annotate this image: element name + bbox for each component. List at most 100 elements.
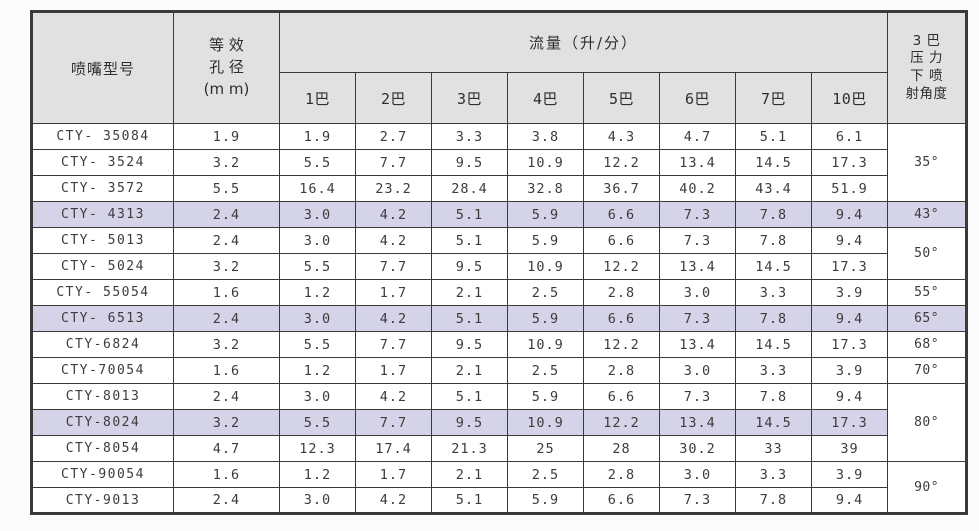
cell-flow-3巴: 2.1 xyxy=(431,279,508,306)
cell-flow-3巴: 9.5 xyxy=(431,149,508,176)
cell-aperture: 1.9 xyxy=(173,123,280,150)
cell-spray-angle: 35° xyxy=(887,123,968,202)
cell-flow-4巴: 10.9 xyxy=(507,149,584,176)
cell-flow-7巴: 14.5 xyxy=(735,253,812,280)
cell-flow-5巴: 6.6 xyxy=(583,227,660,254)
table-row: CTY- 3524 3.2 5.5 7.7 9.5 10.9 12.2 13.4 14.5 17.… xyxy=(31,149,967,176)
cell-flow-3巴: 5.1 xyxy=(431,227,508,254)
cell-flow-10巴: 9.4 xyxy=(810,201,889,228)
cell-flow-5巴: 36.7 xyxy=(583,175,660,202)
cell-flow-6巴: 3.0 xyxy=(659,357,736,384)
cell-flow-10巴: 39 xyxy=(810,435,889,462)
cell-aperture: 1.6 xyxy=(173,279,280,306)
cell-flow-3巴: 9.5 xyxy=(431,253,508,280)
cell-flow-5巴: 28 xyxy=(583,435,660,462)
cell-flow-1巴: 3.0 xyxy=(279,201,356,228)
cell-flow-5巴: 12.2 xyxy=(583,409,660,436)
table-row: CTY-8024 3.2 5.5 7.7 9.5 10.9 12.2 13.4 14.5 17.3 xyxy=(31,409,967,436)
cell-flow-1巴: 12.3 xyxy=(279,435,356,462)
cell-flow-10巴: 9.4 xyxy=(810,227,889,254)
cell-flow-10巴: 17.3 xyxy=(810,149,889,176)
cell-flow-4巴: 5.9 xyxy=(507,201,584,228)
cell-flow-2巴: 17.4 xyxy=(355,435,432,462)
cell-flow-6巴: 7.3 xyxy=(659,487,736,514)
cell-flow-6巴: 30.2 xyxy=(659,435,736,462)
cell-flow-7巴: 14.5 xyxy=(735,409,812,436)
cell-aperture: 5.5 xyxy=(173,175,280,202)
table-row: CTY-8013 2.4 3.0 4.2 5.1 5.9 6.6 7.3 7.8 9.4 80° xyxy=(31,383,968,462)
cell-flow-7巴: 5.1 xyxy=(735,123,812,150)
cell-flow-10巴: 6.1 xyxy=(810,123,889,150)
cell-flow-6巴: 13.4 xyxy=(659,331,736,358)
cell-model: CTY- 6513 xyxy=(31,305,174,332)
cell-model: CTY-8054 xyxy=(31,435,174,462)
table-row: CTY- 6513 2.4 3.0 4.2 5.1 5.9 6.6 7.3 7.8 9.4 65° xyxy=(31,305,968,332)
cell-flow-4巴: 5.9 xyxy=(507,305,584,332)
cell-flow-7巴: 14.5 xyxy=(735,331,812,358)
cell-flow-6巴: 3.0 xyxy=(659,279,736,306)
cell-flow-4巴: 3.8 xyxy=(507,123,584,150)
cell-flow-4巴: 32.8 xyxy=(507,175,584,202)
cell-flow-5巴: 2.8 xyxy=(583,357,660,384)
cell-aperture: 2.4 xyxy=(173,201,280,228)
cell-model: CTY-90054 xyxy=(31,461,174,488)
cell-model: CTY-70054 xyxy=(31,357,174,384)
cell-flow-5巴: 6.6 xyxy=(583,383,660,410)
cell-flow-10巴: 9.4 xyxy=(810,383,889,410)
cell-flow-7巴: 7.8 xyxy=(735,201,812,228)
cell-flow-3巴: 21.3 xyxy=(431,435,508,462)
cell-flow-7巴: 7.8 xyxy=(735,305,812,332)
cell-flow-4巴: 5.9 xyxy=(507,487,584,514)
table-row: CTY-6824 3.2 5.5 7.7 9.5 10.9 12.2 13.4 14.5 17.3… xyxy=(31,331,968,358)
cell-flow-10巴: 9.4 xyxy=(810,305,889,332)
cell-flow-6巴: 3.0 xyxy=(659,461,736,488)
cell-flow-4巴: 2.5 xyxy=(507,357,584,384)
header-nozzle-model: 喷嘴型号 xyxy=(31,11,174,124)
cell-flow-2巴: 23.2 xyxy=(355,175,432,202)
cell-spray-angle: 80° xyxy=(887,383,968,462)
cell-flow-10巴: 17.3 xyxy=(810,409,889,436)
cell-flow-4巴: 5.9 xyxy=(507,383,584,410)
cell-flow-5巴: 2.8 xyxy=(583,461,660,488)
cell-aperture: 3.2 xyxy=(173,331,280,358)
cell-model: CTY- 3524 xyxy=(31,149,174,176)
cell-flow-4巴: 2.5 xyxy=(507,461,584,488)
cell-aperture: 3.2 xyxy=(173,149,280,176)
table-row: CTY-8054 4.7 12.3 17.4 21.3 25 28 30.2 33 39 xyxy=(31,435,967,462)
cell-flow-7巴: 7.8 xyxy=(735,227,812,254)
cell-flow-6巴: 7.3 xyxy=(659,227,736,254)
cell-flow-7巴: 3.3 xyxy=(735,279,812,306)
pressure-header-row: 1巴 2巴 3巴 4巴 5巴 6巴 7巴 10巴 xyxy=(32,72,967,124)
cell-flow-5巴: 12.2 xyxy=(583,149,660,176)
cell-flow-10巴: 51.9 xyxy=(810,175,889,202)
header-pressure-4: 4巴 xyxy=(507,72,584,124)
cell-flow-1巴: 16.4 xyxy=(279,175,356,202)
cell-flow-3巴: 2.1 xyxy=(431,461,508,488)
cell-model: CTY-8024 xyxy=(31,409,174,436)
cell-flow-10巴: 3.9 xyxy=(810,357,889,384)
cell-flow-6巴: 13.4 xyxy=(659,149,736,176)
cell-flow-1巴: 3.0 xyxy=(279,227,356,254)
cell-flow-6巴: 7.3 xyxy=(659,305,736,332)
cell-spray-angle: 50° xyxy=(887,227,968,280)
cell-flow-10巴: 9.4 xyxy=(810,487,889,514)
cell-spray-angle: 55° xyxy=(887,279,968,306)
table-row: CTY- 5013 2.4 3.0 4.2 5.1 5.9 6.6 7.3 7.8 9.4 50° xyxy=(31,227,968,280)
table-row: CTY-9013 2.4 3.0 4.2 5.1 5.9 6.6 7.3 7.8 9.4 xyxy=(31,487,967,514)
cell-aperture: 1.6 xyxy=(173,461,280,488)
cell-flow-5巴: 4.3 xyxy=(583,123,660,150)
cell-flow-2巴: 7.7 xyxy=(355,331,432,358)
cell-flow-3巴: 2.1 xyxy=(431,357,508,384)
cell-flow-1巴: 5.5 xyxy=(279,409,356,436)
cell-flow-3巴: 28.4 xyxy=(431,175,508,202)
cell-flow-2巴: 7.7 xyxy=(355,253,432,280)
cell-flow-1巴: 1.9 xyxy=(279,123,356,150)
cell-model: CTY- 3572 xyxy=(31,175,174,202)
cell-aperture: 3.2 xyxy=(173,253,280,280)
cell-model: CTY- 4313 xyxy=(31,201,174,228)
table-row: CTY- 55054 1.6 1.2 1.7 2.1 2.5 2.8 3.0 3.3 3.9 55° xyxy=(31,279,968,306)
table-body: CTY- 35084 1.9 1.9 2.7 3.3 3.8 4.3 4.7 5.1 6.1 35°… xyxy=(31,123,968,514)
cell-spray-angle: 70° xyxy=(887,357,968,384)
cell-flow-7巴: 7.8 xyxy=(735,487,812,514)
cell-flow-10巴: 17.3 xyxy=(810,331,889,358)
